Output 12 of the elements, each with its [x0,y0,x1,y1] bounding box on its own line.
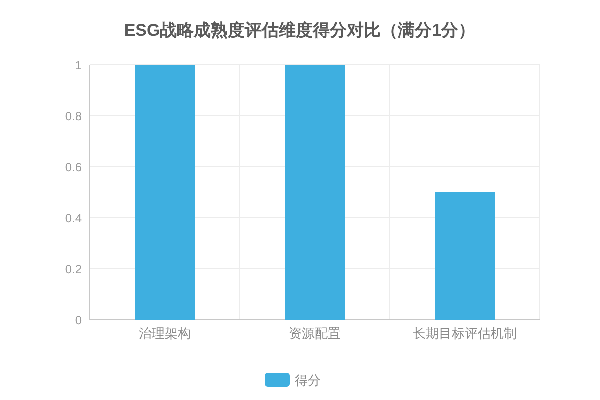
y-tick: 0.4 [65,212,82,226]
y-tick: 1 [75,58,82,72]
title: ESG战略成熟度评估维度得分对比（满分1分） [124,21,476,40]
x-tick: 治理架构 [139,326,191,341]
y-tick: 0.2 [65,262,82,276]
x-tick: 长期目标评估机制 [413,326,517,341]
y-tick: 0.8 [65,110,82,124]
y-tick: 0 [75,314,82,328]
legend-label: 得分 [295,373,321,388]
legend: 得分 [265,373,321,388]
y-tick: 0.6 [65,160,82,174]
x-tick: 资源配置 [289,326,341,341]
